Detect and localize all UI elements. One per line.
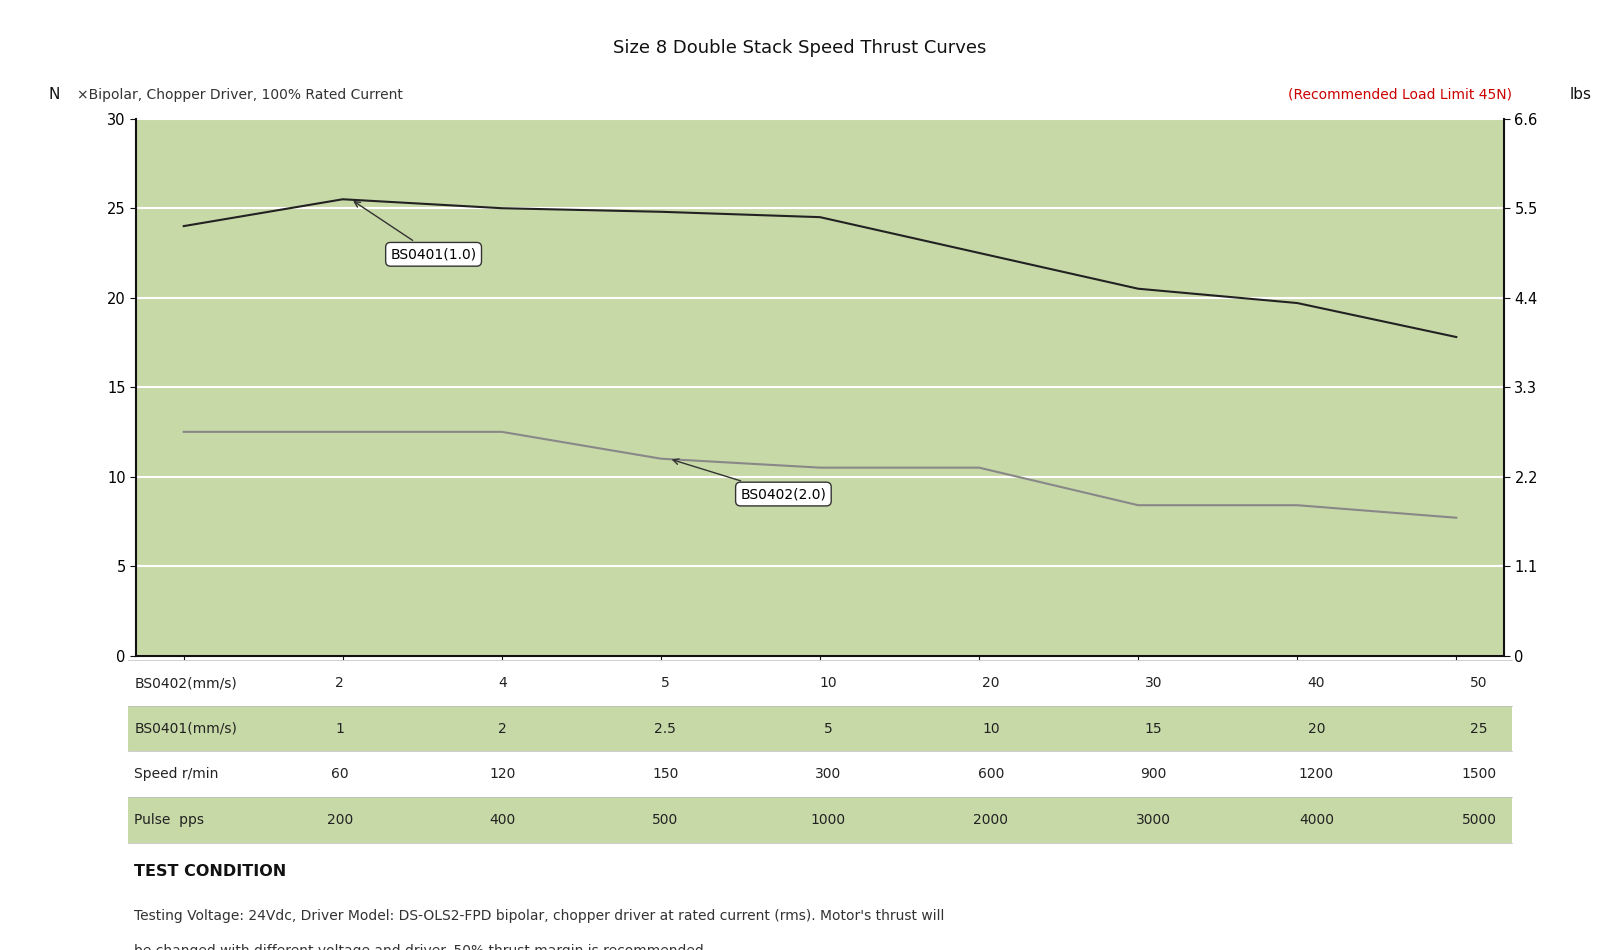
Text: 20: 20 xyxy=(982,676,1000,690)
Text: 2: 2 xyxy=(498,722,507,735)
Text: 120: 120 xyxy=(490,768,515,781)
Text: 1500: 1500 xyxy=(1462,768,1496,781)
Text: (Recommended Load Limit 45N): (Recommended Load Limit 45N) xyxy=(1288,87,1512,102)
Text: 1200: 1200 xyxy=(1299,768,1334,781)
Text: 200: 200 xyxy=(326,813,352,826)
Text: 20: 20 xyxy=(1307,722,1325,735)
Text: 2.5: 2.5 xyxy=(654,722,677,735)
Text: 400: 400 xyxy=(490,813,515,826)
Text: 3000: 3000 xyxy=(1136,813,1171,826)
Text: 50: 50 xyxy=(1470,676,1488,690)
Text: 4: 4 xyxy=(498,676,507,690)
Text: 25: 25 xyxy=(1470,722,1488,735)
Text: be changed with different voltage and driver. 50% thrust margin is recommended.: be changed with different voltage and dr… xyxy=(134,944,709,950)
Text: 4000: 4000 xyxy=(1299,813,1334,826)
Text: Testing Voltage: 24Vdc, Driver Model: DS-OLS2-FPD bipolar, chopper driver at rat: Testing Voltage: 24Vdc, Driver Model: DS… xyxy=(134,909,944,923)
Text: 30: 30 xyxy=(1146,676,1162,690)
Text: 900: 900 xyxy=(1141,768,1166,781)
Text: BS0402(2.0): BS0402(2.0) xyxy=(674,459,826,501)
Text: 600: 600 xyxy=(978,768,1003,781)
Text: ×Bipolar, Chopper Driver, 100% Rated Current: ×Bipolar, Chopper Driver, 100% Rated Cur… xyxy=(77,87,403,102)
Text: BS0401(1.0): BS0401(1.0) xyxy=(354,201,477,261)
Text: 40: 40 xyxy=(1307,676,1325,690)
Text: 300: 300 xyxy=(814,768,842,781)
Text: 60: 60 xyxy=(331,768,349,781)
Text: 10: 10 xyxy=(819,676,837,690)
Text: TEST CONDITION: TEST CONDITION xyxy=(134,864,286,879)
Text: 150: 150 xyxy=(653,768,678,781)
Text: BS0401(mm/s): BS0401(mm/s) xyxy=(134,722,237,735)
Text: N: N xyxy=(48,86,59,102)
Text: lbs: lbs xyxy=(1570,86,1592,102)
Text: Speed r/min: Speed r/min xyxy=(134,768,219,781)
Text: 1000: 1000 xyxy=(811,813,845,826)
Text: 10: 10 xyxy=(982,722,1000,735)
Text: 500: 500 xyxy=(653,813,678,826)
Text: 5000: 5000 xyxy=(1462,813,1496,826)
Text: Pulse  pps: Pulse pps xyxy=(134,813,205,826)
Text: Size 8 Double Stack Speed Thrust Curves: Size 8 Double Stack Speed Thrust Curves xyxy=(613,39,987,57)
Text: 5: 5 xyxy=(661,676,669,690)
Text: 5: 5 xyxy=(824,722,832,735)
Text: 2000: 2000 xyxy=(973,813,1008,826)
Text: BS0402(mm/s): BS0402(mm/s) xyxy=(134,676,237,690)
Text: 15: 15 xyxy=(1144,722,1162,735)
Text: 1: 1 xyxy=(334,722,344,735)
Text: 2: 2 xyxy=(336,676,344,690)
